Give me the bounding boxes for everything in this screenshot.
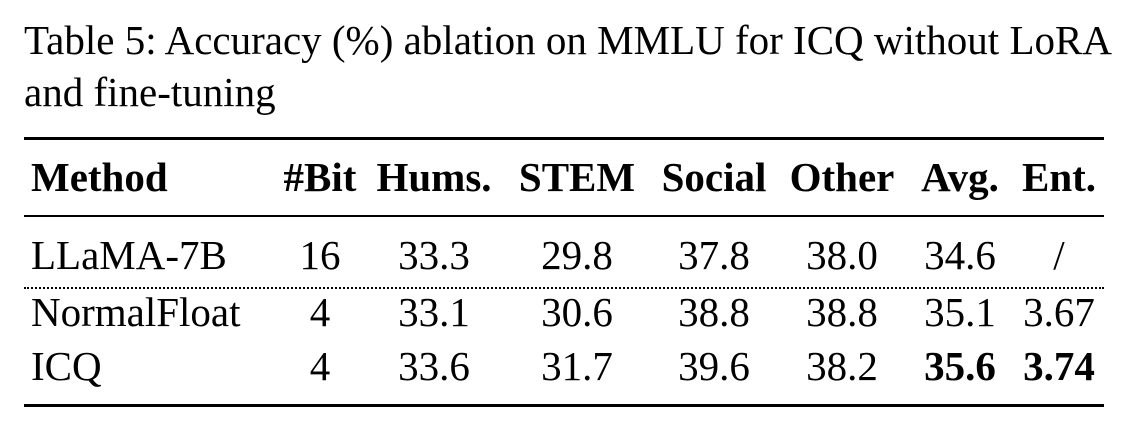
header-social: Social (661, 154, 767, 200)
cell-other: 38.8 (806, 289, 878, 335)
cell-bit: 4 (309, 289, 331, 335)
cell-social: 38.8 (678, 289, 750, 335)
cell-method: ICQ (31, 343, 102, 389)
header-avg: Avg. (921, 154, 999, 200)
header-other: Other (789, 154, 895, 200)
cell-avg-best: 35.6 (924, 343, 996, 389)
header-bit: #Bit (283, 154, 357, 200)
table-row: NormalFloat 4 33.1 30.6 38.8 38.8 35.1 3… (0, 287, 1128, 337)
cell-ent: / (1053, 232, 1065, 278)
cell-social: 37.8 (678, 232, 750, 278)
table-bottom-rule (24, 404, 1104, 407)
cell-hums: 33.6 (398, 343, 470, 389)
cell-method: NormalFloat (31, 289, 241, 335)
table-top-rule (24, 137, 1104, 140)
cell-method: LLaMA-7B (31, 232, 227, 278)
header-stem: STEM (518, 154, 636, 200)
table-row: ICQ 4 33.6 31.7 39.6 38.2 35.6 3.74 (0, 341, 1128, 391)
cell-hums: 33.3 (398, 232, 470, 278)
cell-stem: 31.7 (541, 343, 613, 389)
cell-bit: 4 (309, 343, 331, 389)
table-caption: Table 5: Accuracy (%) ablation on MMLU f… (24, 17, 1110, 115)
cell-stem: 30.6 (541, 289, 613, 335)
header-ent: Ent. (1021, 154, 1097, 200)
cell-social: 39.6 (678, 343, 750, 389)
table-header-rule (24, 215, 1104, 217)
header-method: Method (31, 154, 168, 200)
cell-ent: 3.67 (1023, 289, 1095, 335)
cell-avg: 34.6 (924, 232, 996, 278)
cell-hums: 33.1 (398, 289, 470, 335)
cell-bit: 16 (299, 232, 341, 278)
table-row: LLaMA-7B 16 33.3 29.8 37.8 38.0 34.6 / (0, 230, 1128, 280)
cell-ent-best: 3.74 (1023, 343, 1095, 389)
header-hums: Hums. (376, 154, 492, 200)
table-header-row: Method #Bit Hums. STEM Social Other Avg.… (0, 152, 1128, 202)
cell-other: 38.0 (806, 232, 878, 278)
table-dotted-rule (24, 287, 1104, 289)
cell-other: 38.2 (806, 343, 878, 389)
cell-avg: 35.1 (924, 289, 996, 335)
cell-stem: 29.8 (541, 232, 613, 278)
